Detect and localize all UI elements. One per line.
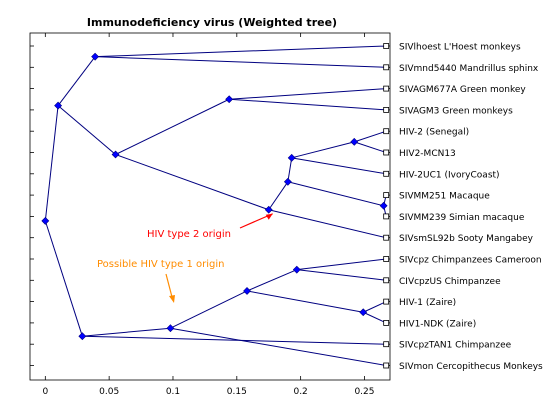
leaf-marker [383,64,390,71]
leaf-label: HIV-1 (Zaire) [399,298,456,308]
branch-n3-n5 [115,154,269,211]
plot-area [29,32,391,381]
leaf-label: HIV-2UC1 (IvoryCoast) [399,170,500,180]
branch-n15-L10 [296,258,387,271]
node-n4 [225,95,234,104]
leaf-marker [383,362,390,369]
leaf-label: SIVAGM3 Green monkeys [399,106,513,116]
chart-title: Immunodeficiency virus (Weighted tree) [87,16,337,29]
leaf-label: SIVMM239 Simian macaque [399,213,525,223]
node-n1 [54,101,63,110]
annotation-hiv2-arrowhead [265,213,273,220]
branch-n13-n14 [170,290,248,329]
annotation-hiv1-arrowhead [169,295,175,303]
leaf-marker [383,107,390,113]
branch-n16-L12 [362,301,387,313]
branch-n15-L11 [296,269,387,281]
branch-n0-n1 [44,105,59,221]
leaf-label: SIVcpzTAN1 Chimpanzee [399,341,512,351]
branch-n1-n2 [57,56,96,106]
leaf-marker [383,170,390,177]
leaf-marker [383,128,390,135]
branch-n8-L5 [354,141,387,153]
leaf-marker [383,256,390,262]
x-tick-label: 0.2 [293,387,307,397]
branch-n7-n8 [291,141,355,159]
node-n6 [283,177,292,186]
node-n9 [379,201,388,210]
annotation-hiv2-origin: HIV type 2 origin [147,229,231,240]
tree-nodes [41,43,390,369]
node-n16 [359,308,368,317]
node-n5 [264,205,273,214]
branch-n3-n4 [115,98,230,155]
x-tick-label: 0 [42,387,48,397]
branch-n5-L9 [268,209,387,239]
leaf-marker [383,319,390,326]
annotations: HIV type 2 origin Possible HIV type 1 ori… [97,213,273,303]
branch-n1-n3 [57,105,116,155]
branch-n6-n9 [287,181,384,207]
leaf-label: HIV-2 (Senegal) [399,128,469,138]
branch-n12-n13 [82,327,171,337]
node-n0 [41,216,50,225]
leaf-label: SIVmon Cercopithecus Monkeys [399,362,543,372]
leaf-label: SIVmnd5440 Mandrillus sphinx [399,64,539,74]
leaf-marker [383,234,390,241]
node-n14 [243,287,251,295]
leaf-marker [383,213,390,220]
leaf-label: SIVMM251 Macaque [399,192,490,202]
leaf-labels: SIVlhoest L'Hoest monkeys SIVmnd5440 Mand… [399,43,543,373]
x-tick-label: 0.15 [227,387,247,397]
node-n3 [111,150,120,159]
tree-branches [44,45,387,366]
branch-n0-n12 [44,220,83,337]
node-n12 [78,332,87,341]
node-n13 [166,324,175,333]
x-tick-label: 0.1 [166,387,180,397]
leaf-marker [383,192,390,199]
branch-n12-L14 [82,335,387,345]
leaf-marker [383,298,390,305]
leaf-marker [383,149,390,156]
branch-n6-n7 [287,157,293,182]
leaf-label: SIVlhoest L'Hoest monkeys [399,43,521,53]
branch-n13-L15 [170,327,387,366]
leaf-label: SIVAGM677A Green monkey [399,85,526,95]
branch-n2-L0 [95,45,387,58]
branch-n2-L1 [95,56,387,68]
branch-n14-n15 [246,269,298,292]
node-n8 [350,137,359,146]
leaf-label: HIV2-MCN13 [399,149,456,159]
branch-n14-n16 [246,290,364,313]
x-tick-label: 0.25 [354,387,374,397]
branch-n8-L4 [354,130,387,143]
annotation-hiv1-origin: Possible HIV type 1 origin [97,259,224,270]
leaf-label: SIVsmSL92b Sooty Mangabey [399,234,534,244]
branch-n16-L13 [362,311,387,324]
branch-n7-L6 [291,157,387,175]
branch-n5-n6 [268,181,289,211]
node-n7 [287,153,296,162]
branch-n4-L3 [229,98,387,111]
leaf-marker [383,85,390,92]
annotation-hiv1-arrow [165,273,173,298]
x-tick-label: 0.05 [99,387,119,397]
node-n2 [91,52,100,61]
leaf-marker [383,277,390,284]
node-n15 [292,265,301,274]
branch-n4-L2 [229,88,387,100]
leaf-label: HIV1-NDK (Zaire) [399,319,476,329]
leaf-marker [383,43,390,49]
leaf-marker [383,341,390,348]
leaf-label: SIVcpz Chimpanzees Cameroon [399,256,542,266]
leaf-label: CIVcpzUS Chimpanzee [399,277,501,287]
x-axis-ticks: 0 0.05 0.1 0.15 0.2 0.25 [30,33,390,397]
